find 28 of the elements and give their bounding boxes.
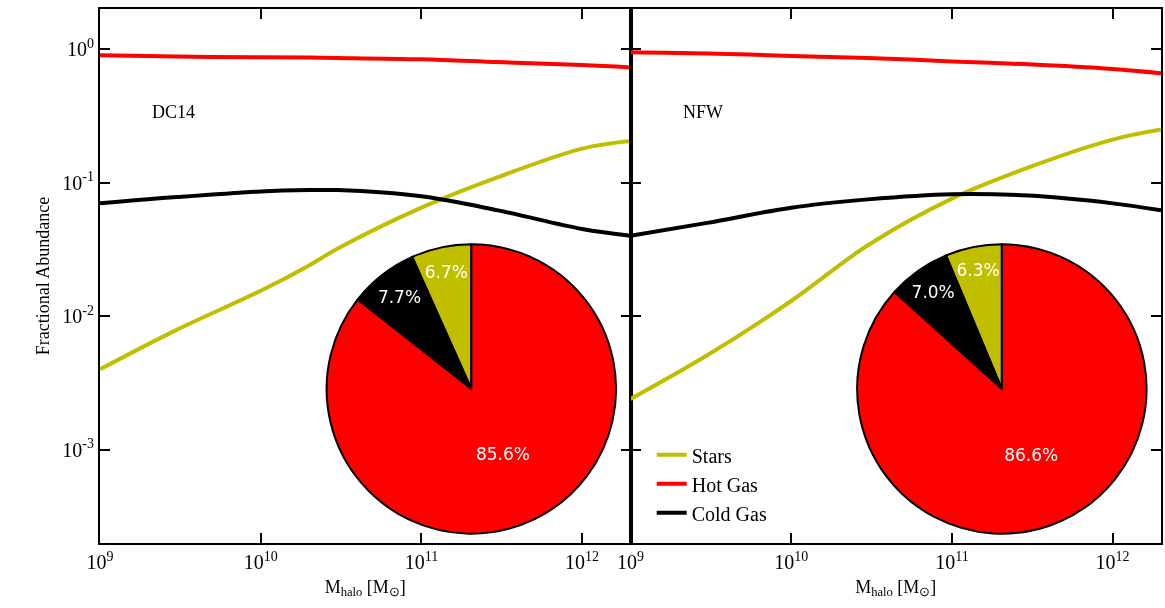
annotation: NFW	[683, 102, 724, 122]
pie-slice	[325, 243, 617, 535]
x-tick-label: 10$^{11}$	[935, 548, 969, 573]
data-label: 86.6%	[1004, 445, 1059, 466]
legend-label: Stars	[691, 444, 732, 467]
legend-label: Hot Gas	[691, 473, 759, 496]
data-label: 85.6%	[475, 444, 530, 465]
x-tick-label: 10$^{12}$	[565, 548, 600, 573]
pie-slice	[856, 243, 1148, 535]
x-tick-label: 10$^{10}$	[774, 548, 809, 573]
data-label: 7.0%	[911, 282, 955, 303]
x-tick-label: 10$^{9}$	[86, 548, 114, 573]
annotation: DC14	[152, 102, 196, 122]
y-tick-label: 10$^{-3}$	[62, 436, 94, 461]
x-tick-label: 10$^{10}$	[243, 548, 278, 573]
data-label: 6.7%	[424, 261, 468, 282]
data-label: 6.3%	[956, 260, 1000, 281]
x-tick-label: 10$^{9}$	[617, 548, 644, 573]
x-axis-title: M$_{halo}$ [M$_{⊙}$]	[855, 576, 937, 600]
y-tick-label: 10$^{-1}$	[62, 169, 94, 194]
x-axis-title: M$_{halo}$ [M$_{⊙}$]	[324, 576, 406, 600]
data-label: 7.7%	[377, 286, 422, 307]
y-axis-title: Fractional Abundance	[33, 196, 54, 356]
y-tick-label: 10$^{0}$	[67, 35, 94, 61]
x-tick-label: 10$^{11}$	[404, 548, 439, 573]
legend-label: Cold Gas	[691, 502, 767, 525]
x-tick-label: 10$^{12}$	[1095, 548, 1130, 573]
y-tick-label: 10$^{-2}$	[62, 302, 94, 328]
